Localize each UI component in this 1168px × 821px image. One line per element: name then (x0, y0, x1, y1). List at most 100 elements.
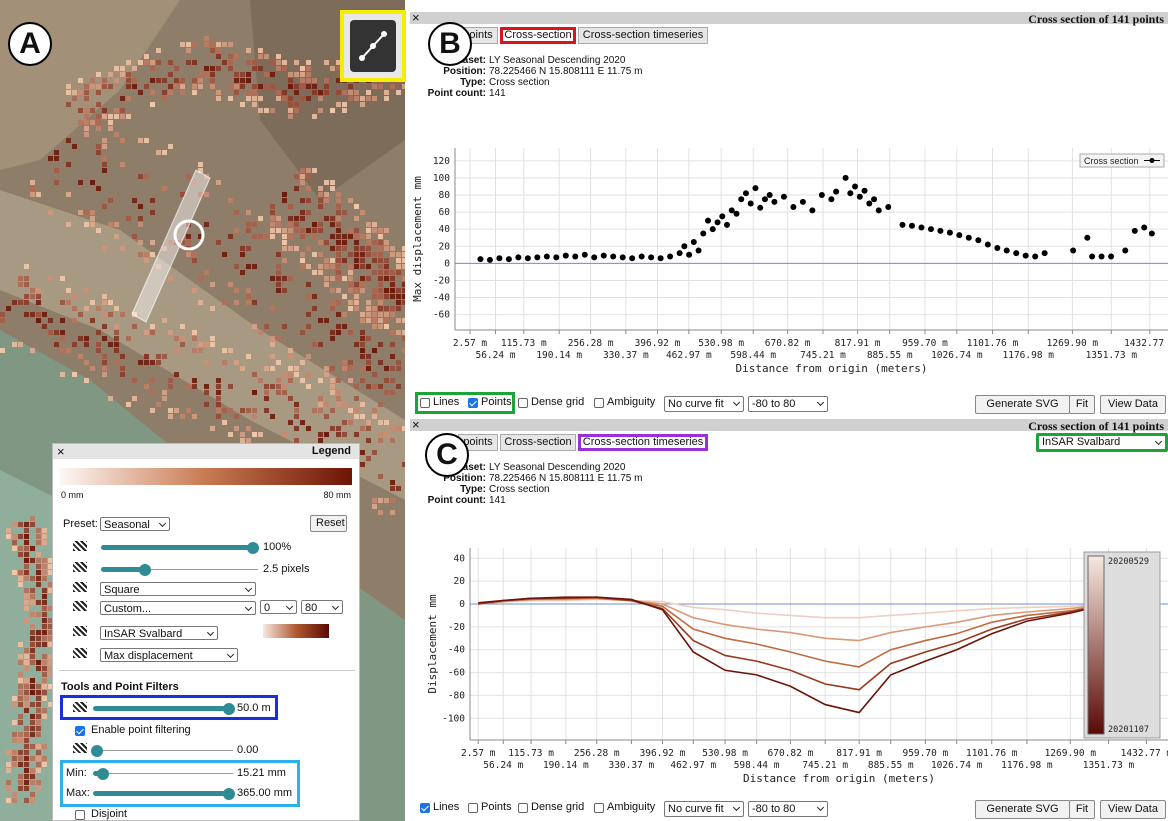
y-tick-label: 0 (444, 258, 450, 269)
map-point (300, 360, 305, 365)
map-point (288, 372, 293, 377)
palette-select[interactable]: InSAR Svalbard (100, 626, 218, 640)
checkbox[interactable] (420, 803, 430, 813)
point (985, 242, 991, 248)
map-point (300, 168, 305, 173)
map-point (282, 384, 287, 389)
map-point (306, 426, 311, 431)
map-point (90, 78, 95, 83)
map-point (108, 84, 113, 89)
slider-knob[interactable] (97, 768, 109, 780)
opacity-value: 100% (263, 541, 291, 553)
map-point (258, 330, 263, 335)
slider-knob[interactable] (139, 564, 151, 576)
map-point (30, 678, 35, 683)
map-point (282, 66, 287, 71)
map-point (36, 786, 41, 791)
point (667, 254, 673, 260)
map-point (18, 774, 23, 779)
map-point (336, 252, 341, 257)
preset-select[interactable]: Seasonal (100, 517, 170, 531)
map-point (378, 234, 383, 239)
slider-track[interactable] (93, 791, 229, 796)
map-point (354, 216, 359, 221)
select[interactable]: No curve fit (664, 396, 744, 412)
map-point (246, 288, 251, 293)
map-point (186, 408, 191, 413)
disjoint-checkbox[interactable] (75, 810, 85, 820)
range-select[interactable]: Custom... (100, 601, 256, 615)
button[interactable]: Generate SVG (975, 395, 1070, 414)
source-select[interactable]: InSAR Svalbard (1036, 433, 1168, 452)
map-point (228, 54, 233, 59)
slider-knob[interactable] (91, 745, 103, 757)
map-point (150, 210, 155, 215)
transect-tool-button[interactable] (350, 20, 396, 72)
map-point (396, 294, 401, 299)
map-point (318, 432, 323, 437)
button[interactable]: Fit (1069, 800, 1095, 819)
range-min-input[interactable]: 0 (260, 600, 297, 614)
select[interactable]: -80 to 80 (748, 396, 828, 412)
close-button[interactable]: × (57, 444, 65, 459)
slider-knob[interactable] (247, 542, 259, 554)
tab[interactable]: Cross-section (500, 27, 576, 44)
checkbox[interactable] (594, 803, 604, 813)
map-point (18, 672, 23, 677)
map-point (144, 174, 149, 179)
map-point (372, 384, 377, 389)
checkbox[interactable] (518, 803, 528, 813)
tab[interactable]: Cross-section timeseries (578, 27, 708, 44)
shape-select[interactable]: Square (100, 582, 256, 596)
button[interactable]: Fit (1069, 395, 1095, 414)
measure-select[interactable]: Max displacement (100, 648, 238, 662)
map-point (36, 714, 41, 719)
x-tick-label: 396.92 m (635, 338, 681, 349)
map-point (42, 666, 47, 671)
slider-track[interactable] (93, 706, 229, 711)
map-point (96, 342, 101, 347)
map-point (270, 384, 275, 389)
map-point (306, 282, 311, 287)
map-point (42, 744, 47, 749)
filter-checkbox[interactable] (75, 726, 85, 736)
map-point (378, 252, 383, 257)
button[interactable]: View Data (1100, 395, 1166, 414)
button[interactable]: Generate SVG (975, 800, 1070, 819)
checkbox[interactable] (594, 398, 604, 408)
tab[interactable]: Cross-section (500, 434, 576, 451)
tab[interactable]: Cross-section timeseries (578, 434, 708, 451)
map-point (276, 384, 281, 389)
map-point (240, 246, 245, 251)
slider-track[interactable] (101, 545, 253, 550)
map-point (72, 294, 77, 299)
map-point (324, 282, 329, 287)
button[interactable]: View Data (1100, 800, 1166, 819)
slider-knob[interactable] (223, 788, 235, 800)
checkbox[interactable] (468, 803, 478, 813)
map-point (336, 198, 341, 203)
close-button[interactable]: × (412, 417, 420, 432)
map-point (24, 708, 29, 713)
map-point (18, 702, 23, 707)
map-point (42, 618, 47, 623)
map-point (24, 702, 29, 707)
slider-knob[interactable] (223, 703, 235, 715)
map-point (306, 84, 311, 89)
map-point (102, 162, 107, 167)
close-button[interactable]: × (412, 10, 420, 25)
map-point (336, 264, 341, 269)
map-point (84, 120, 89, 125)
select[interactable]: No curve fit (664, 801, 744, 817)
range-max-input[interactable]: 80 (301, 600, 343, 614)
map-point (24, 684, 29, 689)
map-point (390, 510, 395, 515)
select[interactable]: -80 to 80 (748, 801, 828, 817)
reset-button[interactable]: Reset (310, 515, 347, 532)
map-point (348, 252, 353, 257)
checkbox[interactable] (518, 398, 528, 408)
map-point (126, 336, 131, 341)
map-point (24, 762, 29, 767)
map-point (198, 276, 203, 281)
map-point (174, 336, 179, 341)
